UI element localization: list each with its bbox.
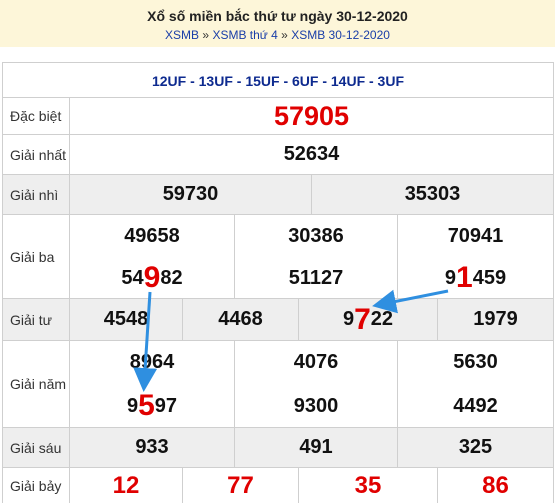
number-giai-ba-4: 54 9 82 — [70, 257, 234, 299]
number-giai-nam-3: 5630 — [453, 351, 498, 373]
codes-row: 12UF - 13UF - 15UF - 6UF - 14UF - 3UF — [3, 62, 553, 97]
breadcrumb-separator: » — [281, 28, 288, 42]
number-part: 9 — [342, 308, 355, 330]
number-giai-nhi-1: 59730 — [162, 183, 219, 205]
divider — [311, 175, 312, 214]
number-giai-sau-1: 933 — [135, 436, 169, 458]
number-part: 459 — [472, 266, 507, 289]
page-header: Xổ số miền bắc thứ tư ngày 30-12-2020 XS… — [0, 0, 555, 47]
divider — [437, 299, 438, 340]
row-dac-biet: Đặc biệt 57905 — [3, 97, 553, 134]
result-table: 12UF - 13UF - 15UF - 6UF - 14UF - 3UF Đặ… — [2, 62, 554, 503]
divider — [182, 468, 183, 503]
label-giai-nhat: Giải nhất — [3, 135, 70, 174]
divider — [182, 299, 183, 340]
number-part: 9 — [444, 266, 457, 289]
row-giai-nam: Giải năm 8964 4076 5630 9 5 97 9300 4492 — [3, 340, 553, 427]
row-giai-bay: Giải bảy 12 77 35 86 — [3, 467, 553, 503]
divider — [397, 428, 398, 467]
label-giai-nhi: Giải nhì — [3, 175, 70, 214]
divider — [397, 215, 398, 298]
number-giai-nam-4: 9 5 97 — [70, 384, 234, 428]
number-giai-bay-3: 35 — [354, 471, 382, 499]
highlighted-digit: 1 — [456, 261, 473, 294]
page-title: Xổ số miền bắc thứ tư ngày 30-12-2020 — [147, 8, 408, 24]
highlighted-digit: 9 — [143, 261, 161, 294]
number-giai-ba-5: 51127 — [288, 266, 344, 289]
divider — [234, 215, 235, 298]
highlighted-digit: 7 — [354, 302, 371, 336]
label-giai-tu: Giải tư — [3, 299, 70, 340]
highlighted-digit: 5 — [138, 389, 155, 422]
breadcrumb-xsmb[interactable]: XSMB — [165, 28, 200, 42]
ticket-codes: 12UF - 13UF - 15UF - 6UF - 14UF - 3UF — [151, 72, 405, 89]
divider — [437, 468, 438, 503]
divider — [234, 341, 235, 427]
number-giai-sau-3: 325 — [458, 436, 493, 458]
label-dac-biet: Đặc biệt — [3, 98, 70, 134]
number-giai-nhat: 52634 — [283, 143, 340, 165]
number-giai-bay-2: 77 — [227, 471, 254, 499]
number-part: 22 — [370, 308, 394, 330]
breadcrumb-xsmb-date[interactable]: XSMB 30-12-2020 — [291, 28, 390, 42]
number-part: 97 — [154, 394, 178, 417]
label-giai-sau: Giải sáu — [3, 428, 70, 467]
number-giai-ba-6: 9 1 459 — [398, 257, 553, 299]
breadcrumb: XSMB » XSMB thứ 4 » XSMB 30-12-2020 — [0, 28, 555, 42]
row-giai-sau: Giải sáu 933 491 325 — [3, 427, 553, 467]
arrow-from-ba-to-tu — [372, 289, 449, 314]
number-giai-nam-2: 4076 — [293, 351, 339, 373]
row-giai-tu: Giải tư 4548 4468 9 7 22 1979 — [3, 298, 553, 340]
arrow-from-ba-to-nam — [133, 291, 158, 392]
number-giai-tu-1: 4548 — [103, 308, 149, 330]
number-giai-sau-2: 491 — [299, 436, 333, 458]
divider — [397, 341, 398, 427]
number-giai-tu-4: 1979 — [473, 308, 518, 330]
number-giai-ba-3: 70941 — [447, 224, 504, 247]
number-giai-bay-1: 12 — [112, 471, 140, 499]
number-giai-ba-1: 49658 — [124, 224, 180, 247]
number-giai-tu-2: 4468 — [218, 308, 263, 330]
number-part: 54 — [121, 266, 144, 289]
breadcrumb-separator: » — [202, 28, 210, 42]
divider — [234, 428, 235, 467]
number-giai-bay-4: 86 — [482, 471, 509, 499]
label-giai-ba: Giải ba — [3, 215, 70, 298]
label-giai-nam: Giải năm — [3, 341, 70, 427]
number-part: 9 — [126, 394, 139, 417]
number-dac-biet: 57905 — [273, 100, 350, 131]
number-giai-ba-2: 30386 — [288, 224, 344, 247]
divider — [298, 468, 299, 503]
row-giai-nhat: Giải nhất 52634 — [3, 134, 553, 174]
label-giai-bay: Giải bảy — [3, 468, 70, 503]
number-giai-tu-3: 9 7 22 — [299, 299, 437, 340]
breadcrumb-xsmb-thu-4[interactable]: XSMB thứ 4 — [212, 28, 278, 42]
divider — [298, 299, 299, 340]
number-part: 82 — [160, 266, 183, 289]
row-giai-nhi: Giải nhì 59730 35303 — [3, 174, 553, 214]
number-giai-nhi-2: 35303 — [404, 183, 461, 205]
number-giai-nam-5: 9300 — [293, 394, 339, 417]
number-giai-nam-6: 4492 — [453, 394, 498, 417]
